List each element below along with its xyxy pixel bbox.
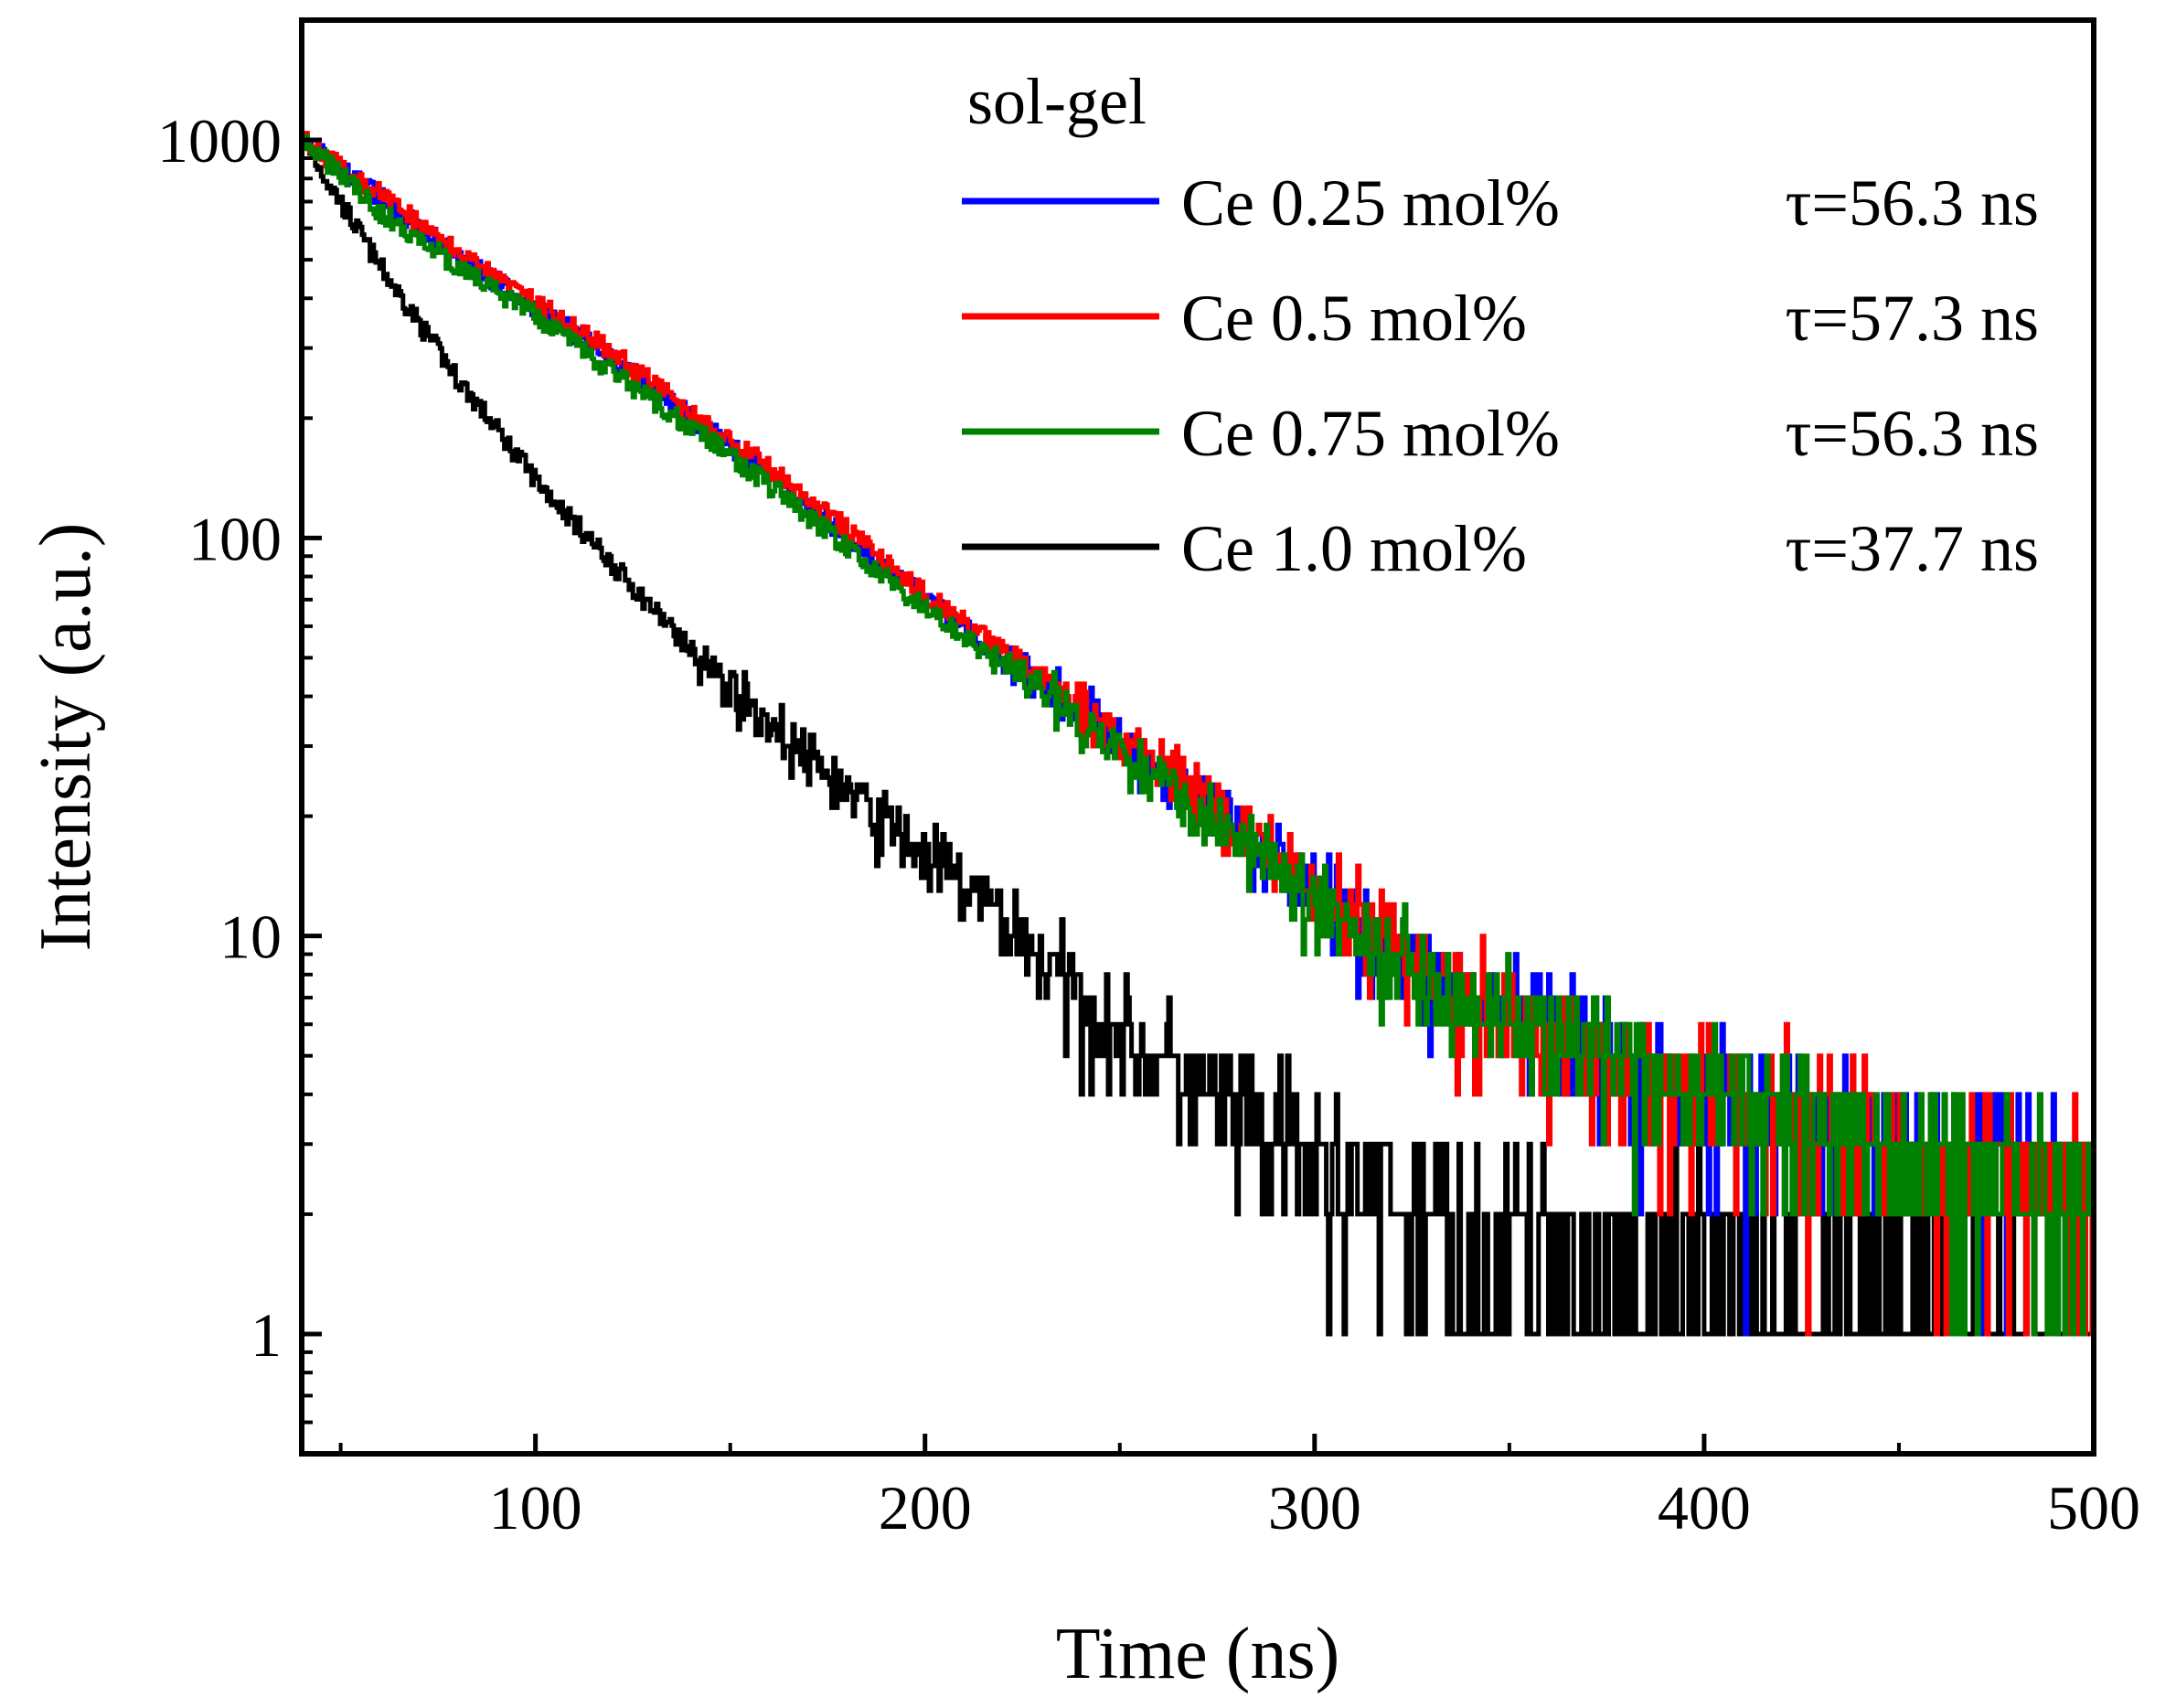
x-tick-label: 200 [879,1473,972,1543]
legend-lifetime-label: τ=37.7 ns [1785,512,2039,585]
y-tick-label: 1000 [157,106,282,176]
x-tick-label: 400 [1658,1473,1751,1543]
x-tick-label: 500 [2047,1473,2140,1543]
legend: sol-gel Ce 0.25 mol% τ=56.3 ns Ce 0.5 mol%… [962,65,2039,585]
x-tick-label: 300 [1268,1473,1361,1543]
y-axis-title: Intensity (a.u.) [26,523,106,952]
legend-title: sol-gel [967,65,1147,138]
plot-frame [299,17,2096,1457]
axes-layer: 100 200 300 400 500 1 10 100 1000 [157,18,2140,1543]
legend-series-label: Ce 0.5 mol% [1181,282,1527,355]
legend-series-label: Ce 0.75 mol% [1181,397,1560,470]
legend-lifetime-label: τ=57.3 ns [1785,282,2039,355]
legend-lifetime-label: τ=56.3 ns [1785,166,2039,240]
legend-series-label: Ce 1.0 mol% [1181,512,1527,585]
series-line-3 [302,133,2094,1337]
legend-lifetime-label: τ=56.3 ns [1785,397,2039,470]
y-tick-label: 10 [219,902,282,972]
legend-series-label: Ce 0.25 mol% [1181,166,1560,240]
y-tick-label: 1 [251,1300,282,1370]
y-tick-label: 100 [188,504,282,573]
x-axis-title: Time (ns) [1056,1614,1339,1694]
series-layer [302,131,2094,1337]
x-tick-label: 100 [489,1473,582,1543]
